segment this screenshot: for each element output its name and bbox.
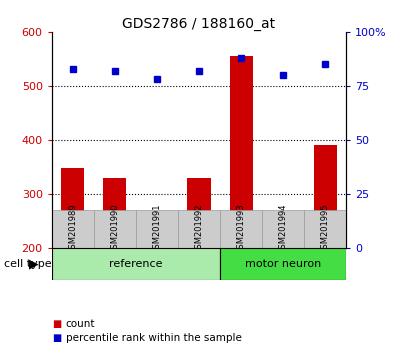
- Text: GSM201994: GSM201994: [279, 204, 288, 254]
- Text: ■: ■: [52, 319, 61, 329]
- Bar: [271, 230, 295, 248]
- Text: motor neuron: motor neuron: [245, 259, 321, 269]
- Bar: [94, 210, 136, 248]
- Bar: [103, 178, 127, 248]
- Text: count: count: [66, 319, 95, 329]
- Title: GDS2786 / 188160_at: GDS2786 / 188160_at: [123, 17, 275, 31]
- Bar: [220, 248, 346, 280]
- Bar: [136, 210, 178, 248]
- Bar: [220, 210, 262, 248]
- Text: GSM201990: GSM201990: [110, 204, 119, 254]
- Bar: [314, 145, 337, 248]
- Bar: [52, 248, 220, 280]
- Bar: [145, 245, 168, 248]
- Bar: [178, 210, 220, 248]
- Text: cell type: cell type: [4, 259, 52, 269]
- Text: GSM201993: GSM201993: [236, 204, 246, 254]
- Text: reference: reference: [109, 259, 163, 269]
- Bar: [230, 56, 253, 248]
- Text: GSM201992: GSM201992: [195, 204, 203, 254]
- Bar: [61, 169, 84, 248]
- Text: ■: ■: [52, 333, 61, 343]
- Bar: [52, 210, 94, 248]
- Text: percentile rank within the sample: percentile rank within the sample: [66, 333, 242, 343]
- Text: ▶: ▶: [29, 257, 39, 270]
- Bar: [304, 210, 346, 248]
- Text: GSM201995: GSM201995: [321, 204, 330, 254]
- Text: GSM201991: GSM201991: [152, 204, 162, 254]
- Bar: [262, 210, 304, 248]
- Text: GSM201989: GSM201989: [68, 204, 77, 254]
- Bar: [187, 178, 211, 248]
